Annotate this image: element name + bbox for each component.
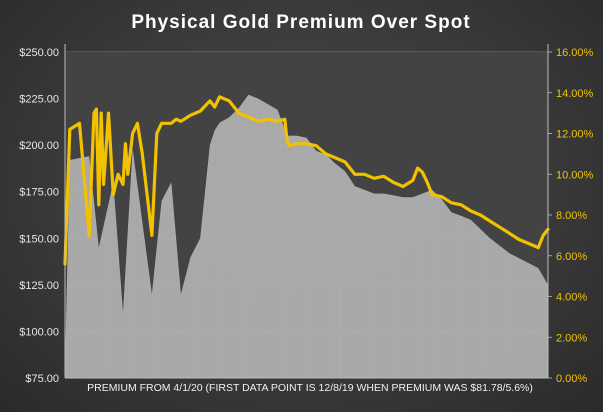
y-tick-label-left: $100.00 [19,326,59,338]
y-tick-label-left: $225.00 [19,94,59,106]
y-tick-label-left: $200.00 [19,140,59,152]
y-tick-label-left: $175.00 [19,187,59,199]
y-tick-label-left: $150.00 [19,233,59,245]
y-tick-label-left: $75.00 [25,373,59,385]
premium-percent-line-series [63,95,550,266]
y-tick-label-right: 6.00% [556,251,587,263]
y-tick-label-right: 16.00% [556,47,594,59]
premium-dollar-area-series [64,52,549,379]
area-top-mask [65,52,548,365]
y-tick-label-left: $125.00 [19,280,59,292]
y-tick-label-right: 10.00% [556,169,594,181]
axes: $250.00 $225.00 $200.00 $175.00 $150.00 $125.… [19,44,594,385]
y-tick-label-right: 8.00% [556,210,587,222]
y-tick-label-right: 12.00% [556,129,594,141]
x-axis-label: PREMIUM FROM 4/1/20 (FIRST DATA POINT IS… [87,382,533,394]
y-tick-label-right: 0.00% [556,373,587,385]
premium-percent-line [63,95,550,266]
y-tick-label-right: 2.00% [556,332,587,344]
y-tick-label-right: 14.00% [556,88,594,100]
chart-title: Physical Gold Premium Over Spot [131,12,470,33]
y-tick-label-left: $250.00 [19,47,59,59]
y-tick-label-right: 4.00% [556,292,587,304]
